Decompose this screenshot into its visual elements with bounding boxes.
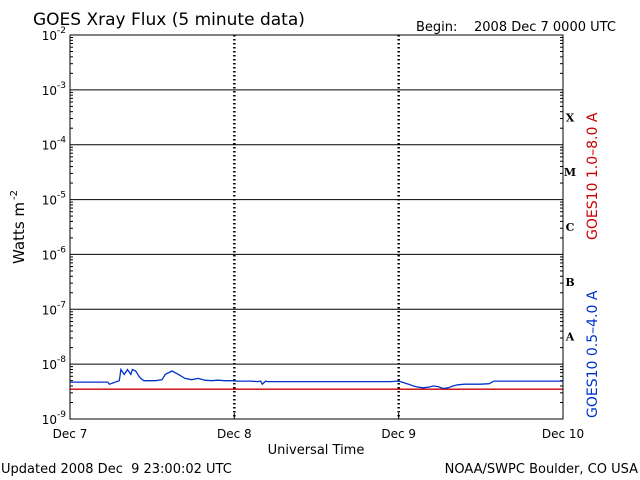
begin-label: Begin:	[416, 20, 457, 35]
y-tick-exponent: -5	[57, 191, 66, 201]
flare-class-label: A	[565, 331, 575, 344]
legend-short-channel: GOES10 0.5–4.0 A	[585, 290, 601, 418]
flare-class-label: M	[564, 166, 576, 179]
y-tick-label: 10-6	[42, 245, 67, 262]
x-tick-labels: Dec 7 Dec 8 Dec 9 Dec 10	[53, 413, 584, 441]
y-tick-label: 10-4	[42, 136, 67, 153]
y-tick-base: 10	[42, 303, 57, 317]
y-tick-exponent: -6	[57, 245, 66, 255]
y-tick-label: 10-7	[42, 300, 66, 317]
footer-updated: Updated 2008 Dec 9 23:00:02 UTC	[1, 462, 232, 477]
y-tick-base: 10	[42, 84, 57, 98]
y-tick-exponent: -4	[57, 136, 66, 146]
y-tick-base: 10	[42, 358, 57, 372]
plot-frame	[69, 34, 564, 420]
y-tick-label: 10-3	[42, 81, 66, 98]
flare-class-label: B	[565, 276, 574, 289]
y-axis-label-exponent: -2	[9, 190, 20, 200]
y-tick-exponent: -9	[57, 410, 66, 420]
y-axis-label: Watts m -2	[9, 190, 28, 264]
y-tick-labels: 10-910-810-710-610-510-410-310-2	[42, 26, 67, 427]
y-tick-label: 10-8	[42, 355, 67, 372]
y-tick-exponent: -7	[57, 300, 66, 310]
x-tick-label: Dec 7	[53, 427, 88, 441]
series-lines	[70, 367, 563, 390]
y-tick-label: 10-5	[42, 191, 66, 208]
y-tick-base: 10	[42, 194, 57, 208]
flare-class-labels: A B C M X	[564, 111, 576, 343]
grid-lines	[70, 37, 563, 403]
x-tick-label: Dec 9	[381, 427, 416, 441]
chart-title: GOES Xray Flux (5 minute data)	[33, 10, 305, 30]
y-tick-label: 10-9	[42, 410, 67, 427]
x-tick-label: Dec 10	[542, 427, 584, 441]
y-tick-base: 10	[42, 413, 57, 427]
y-tick-base: 10	[42, 139, 57, 153]
y-axis-label-text: Watts m	[10, 202, 28, 264]
footer-source: NOAA/SWPC Boulder, CO USA	[445, 462, 638, 477]
begin-value: 2008 Dec 7 0000 UTC	[474, 20, 616, 35]
flare-class-label: C	[566, 221, 575, 234]
y-tick-base: 10	[42, 248, 57, 262]
y-tick-exponent: -3	[57, 81, 66, 91]
x-tick-label: Dec 8	[217, 427, 252, 441]
y-tick-exponent: -2	[57, 26, 66, 36]
y-tick-exponent: -8	[57, 355, 66, 365]
series-short-channel-line	[70, 367, 563, 390]
y-tick-label: 10-2	[42, 26, 66, 43]
legend-long-channel: GOES10 1.0–8.0 A	[585, 112, 601, 240]
day-dividers	[233, 35, 400, 419]
x-axis-label: Universal Time	[268, 443, 365, 458]
flare-class-label: X	[566, 111, 575, 124]
y-tick-base: 10	[42, 29, 57, 43]
